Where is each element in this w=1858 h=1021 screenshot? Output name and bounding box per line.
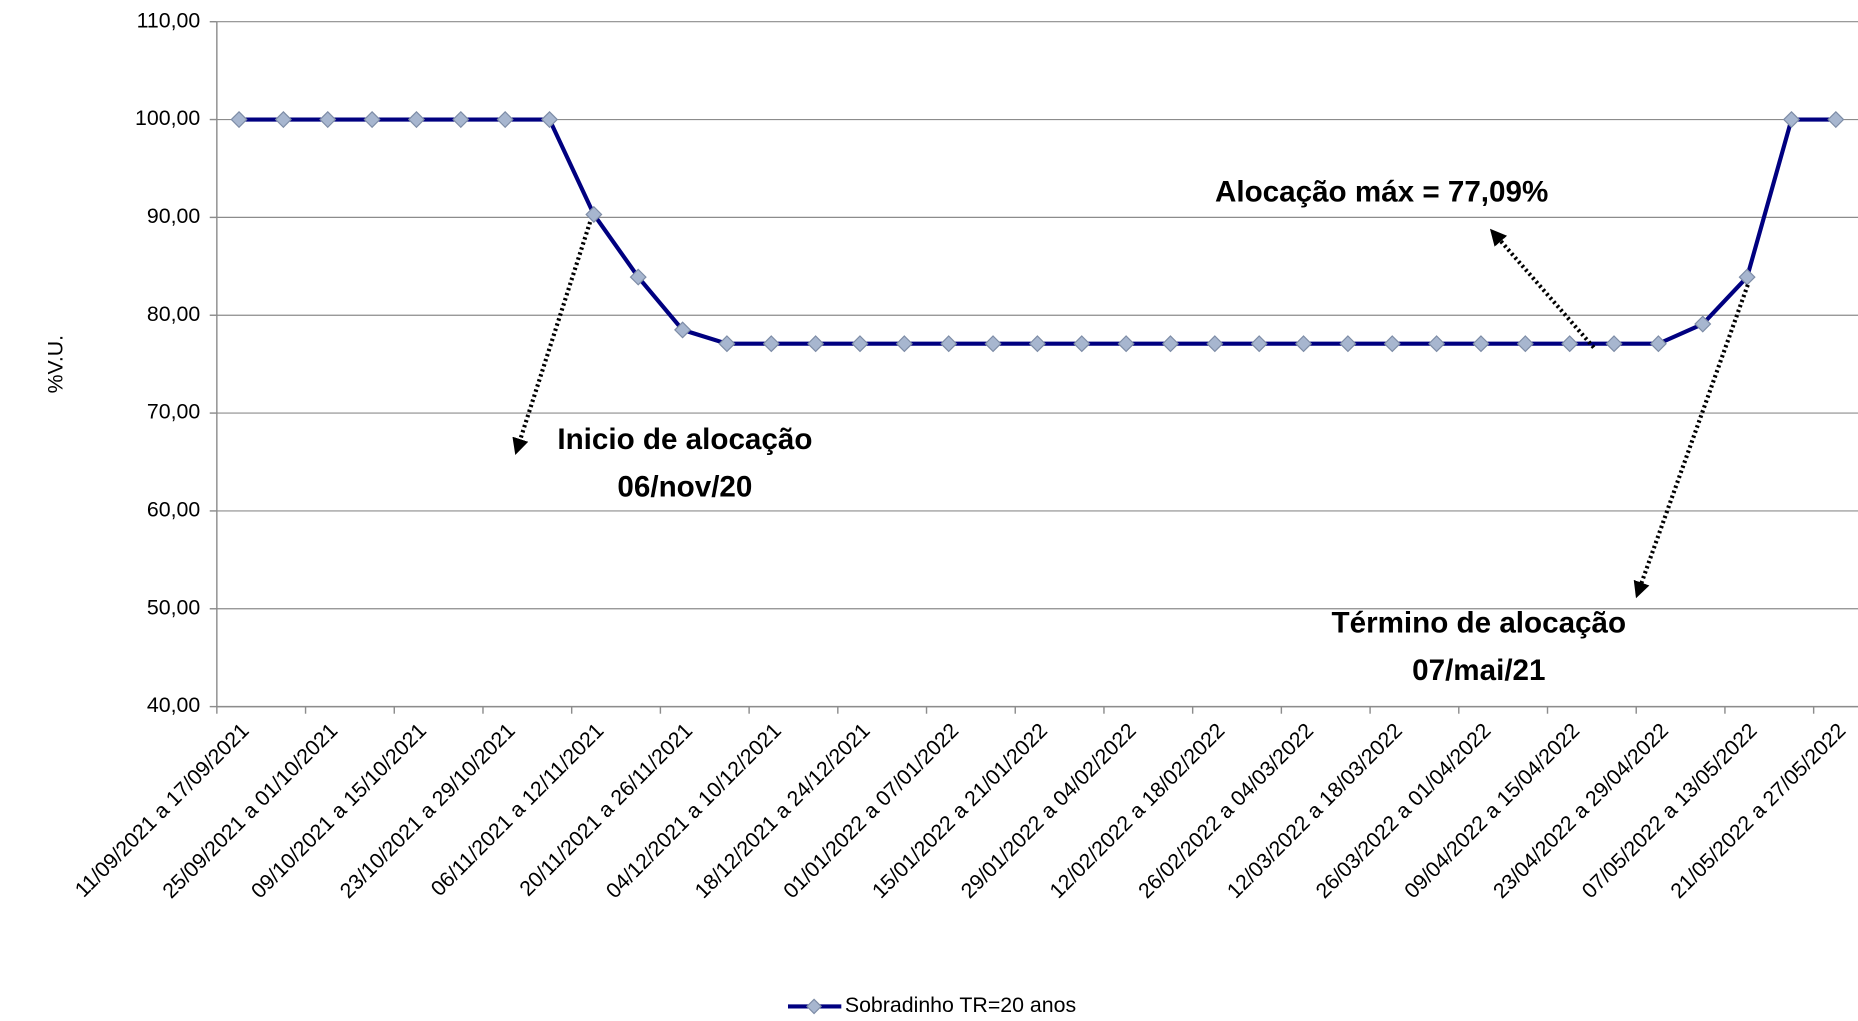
marker (1827, 111, 1845, 129)
annotation: 07/mai/21 (1412, 654, 1545, 687)
marker (1516, 335, 1534, 353)
marker (1295, 335, 1313, 353)
line (239, 117, 1836, 346)
annotation-arrow (1633, 284, 1750, 599)
marker (940, 335, 958, 353)
marker (585, 205, 603, 223)
x-tick-label: 21/05/2022 a 27/05/2022 (1666, 718, 1851, 903)
x-tick-label: 20/11/2021 a 26/11/2021 (515, 718, 697, 900)
y-tick-label: 60,00 (147, 498, 200, 522)
y-tick-label: 40,00 (147, 693, 200, 717)
marker (629, 268, 647, 286)
x-tick-label: 12/03/2022 a 18/03/2022 (1222, 718, 1407, 903)
y-tick-label: 110,00 (137, 8, 201, 32)
x-tick-label: 29/01/2022 a 04/02/2022 (956, 718, 1141, 903)
x-tick-label: 18/12/2021 a 24/12/2021 (690, 718, 875, 903)
legend: Sobradinho TR=20 anos (787, 993, 1076, 1017)
marker (1073, 335, 1091, 353)
marker (274, 111, 292, 129)
y-axis-label: %V.U. (44, 335, 68, 393)
y-tick-label: 80,00 (147, 302, 200, 326)
marker (452, 111, 470, 129)
marker (984, 335, 1002, 353)
x-tick-label: 12/02/2022 a 18/02/2022 (1045, 718, 1230, 903)
marker (1782, 111, 1801, 129)
marker (1649, 335, 1667, 353)
marker (1472, 335, 1490, 353)
x-tick-label: 07/05/2022 a 13/05/2022 (1577, 718, 1762, 903)
marker (230, 111, 248, 129)
x-tick-label: 25/09/2021 a 01/10/2021 (158, 718, 343, 903)
marker (895, 335, 913, 353)
annotation-arrow (512, 221, 593, 456)
annotation: 06/nov/20 (617, 470, 752, 503)
x-tick-label: 04/12/2021 a 10/12/2021 (601, 718, 786, 903)
y-tick-label: 50,00 (147, 595, 200, 619)
x-tick-label: 09/10/2021 a 15/10/2021 (246, 718, 431, 903)
x-tick-label: 06/11/2021 a 12/11/2021 (426, 718, 608, 900)
marker (1206, 335, 1224, 353)
y-tick-label: 70,00 (147, 400, 200, 424)
legend-marker (806, 998, 823, 1015)
marker (1605, 335, 1623, 353)
annotation-arrow (1489, 228, 1596, 349)
marker (407, 111, 425, 129)
marker (718, 335, 736, 353)
annotation: Término de alocação (1332, 607, 1627, 640)
marker (496, 111, 514, 129)
marker (762, 335, 780, 353)
x-tick-label: 23/04/2022 a 29/04/2022 (1488, 718, 1673, 903)
marker (851, 335, 869, 353)
marker (1339, 335, 1357, 353)
x-tick-label: 26/02/2022 a 04/03/2022 (1134, 718, 1319, 903)
marker (1561, 335, 1579, 353)
annotation: Alocação máx = 77,09% (1215, 175, 1548, 208)
marker (1117, 335, 1135, 353)
marker (674, 321, 692, 339)
x-tick-label: 26/03/2022 a 01/04/2022 (1311, 718, 1496, 903)
marker (1161, 335, 1180, 353)
x-tick-label: 01/01/2022 a 07/01/2022 (779, 718, 964, 903)
y-tick-label: 90,00 (147, 204, 200, 228)
marker (1250, 335, 1268, 353)
marker (1383, 335, 1401, 353)
y-tick-label: 100,00 (135, 106, 200, 130)
marker (319, 111, 337, 129)
x-tick-label: 15/01/2022 a 21/01/2022 (867, 718, 1052, 903)
marker (1028, 335, 1046, 353)
annotation: Inicio de alocação (557, 423, 812, 456)
x-tick-label: 23/10/2021 a 29/10/2021 (335, 718, 520, 903)
legend-label: Sobradinho TR=20 anos (845, 993, 1076, 1017)
plot-area: 40,00 50,00 60,00 70,00 80,00 90,00 100,00 110,… (70, 8, 1858, 903)
marker (1428, 335, 1446, 353)
x-tick-label: 11/09/2021 a 17/09/2021 (70, 718, 253, 901)
x-tick-label: 09/04/2022 a 15/04/2022 (1400, 718, 1585, 903)
marker (363, 111, 381, 129)
marker (1694, 315, 1712, 333)
marker (540, 111, 559, 129)
marker (807, 335, 825, 353)
